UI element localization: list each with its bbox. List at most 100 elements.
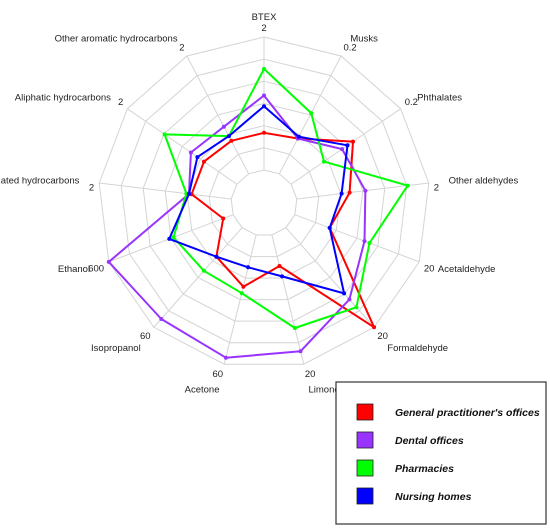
grid-spoke <box>99 182 232 200</box>
axis-label: Acetone <box>185 385 220 396</box>
axis-max-label: 20 <box>305 369 316 380</box>
series <box>189 130 377 330</box>
axis-max-label: 20 <box>424 264 435 275</box>
series-line <box>168 105 349 295</box>
series-point <box>372 325 377 330</box>
series <box>167 104 350 296</box>
grid-ring <box>186 125 342 279</box>
grid-ring <box>120 58 408 344</box>
legend-swatch <box>356 487 374 505</box>
axis-label: BTEX <box>252 12 277 23</box>
axis-max-label: 0.2 <box>405 97 418 108</box>
axis-max-label: 0.2 <box>344 43 357 54</box>
legend-label: General practitioner's offices <box>395 407 540 419</box>
series-point <box>327 225 332 230</box>
series-point <box>226 134 231 139</box>
series-point <box>241 284 246 289</box>
axis-max-label: 2 <box>179 43 184 54</box>
series-point <box>167 236 172 241</box>
series-point <box>229 138 234 143</box>
axis-label: Other aromatic hydrocarbons <box>55 33 178 44</box>
series-point <box>187 191 191 196</box>
series-point <box>262 66 266 71</box>
grid-ring <box>164 102 364 301</box>
series-point <box>298 349 303 354</box>
axis-max-label: 20 <box>377 331 388 342</box>
series-point <box>345 143 350 148</box>
grid-spoke <box>294 214 420 263</box>
series-point <box>322 159 326 164</box>
axis-max-label: 600 <box>88 264 104 275</box>
series-point <box>214 254 219 259</box>
legend: General practitioner's offices Dental off… <box>335 381 547 525</box>
series-point <box>262 93 266 98</box>
series-line <box>190 131 376 329</box>
grid-ring <box>98 36 430 365</box>
series-point <box>201 268 206 273</box>
axis-label: Formaldehyde <box>387 343 448 354</box>
series-point <box>221 124 226 129</box>
series-point <box>347 190 352 195</box>
axis-max-label: 2 <box>434 182 439 193</box>
axis-label: Acetaldehyde <box>438 264 496 275</box>
series-point <box>262 130 266 135</box>
grid-spoke <box>153 227 243 328</box>
axis-label: Phthalates <box>417 92 462 103</box>
legend-swatch <box>356 431 374 449</box>
axis-max-label: 2 <box>118 97 123 108</box>
series-point <box>309 111 314 116</box>
legend-label: Pharmacies <box>395 463 454 475</box>
grid-spoke <box>278 55 342 175</box>
series-point <box>405 183 410 188</box>
axis-max-label: 2 <box>89 182 94 193</box>
legend-swatch <box>356 403 374 421</box>
axis-max-label: 60 <box>213 369 224 380</box>
series-point <box>339 191 344 196</box>
grid-spoke <box>186 55 250 175</box>
grid-spoke <box>127 108 238 185</box>
series-point <box>202 159 206 164</box>
grid-ring <box>142 80 386 322</box>
grid-ring <box>208 147 320 258</box>
series-point <box>351 139 355 144</box>
axis-max-label: 60 <box>140 331 151 342</box>
series-point <box>195 155 200 160</box>
series-point <box>354 305 359 310</box>
series-point <box>239 291 244 296</box>
series-point <box>246 265 251 270</box>
legend-label: Dental offices <box>395 435 464 447</box>
series <box>162 66 410 330</box>
axis-label: Limonene <box>309 385 351 396</box>
grid-spoke <box>285 227 375 328</box>
series-point <box>162 132 167 137</box>
axis-label: Aliphatic hydrocarbons <box>15 92 111 103</box>
series-point <box>340 147 345 152</box>
grid-ring <box>230 169 298 236</box>
series-point <box>296 134 301 139</box>
series-point <box>362 239 367 244</box>
series-point <box>367 241 372 245</box>
axis-label: Ethanol <box>58 264 90 275</box>
grid-spoke <box>271 234 305 365</box>
series-point <box>277 264 282 268</box>
series-point <box>292 326 297 330</box>
series-point <box>280 274 285 279</box>
series-point <box>347 297 352 302</box>
legend-label: Nursing homes <box>395 491 472 503</box>
radar-grid <box>98 36 430 365</box>
series-point <box>171 235 176 240</box>
axis-label: Isopropanol <box>91 343 141 354</box>
series-point <box>363 188 368 193</box>
legend-swatch <box>356 459 374 477</box>
series-point <box>342 291 347 296</box>
axis-label: Other aldehydes <box>449 176 519 187</box>
axis-max-label: 2 <box>261 23 266 34</box>
series-point <box>188 150 193 155</box>
series-point <box>159 317 164 321</box>
series-line <box>163 67 409 329</box>
grid-spoke <box>223 234 257 365</box>
series-point <box>223 355 228 360</box>
axis-label: Musks <box>350 33 378 44</box>
